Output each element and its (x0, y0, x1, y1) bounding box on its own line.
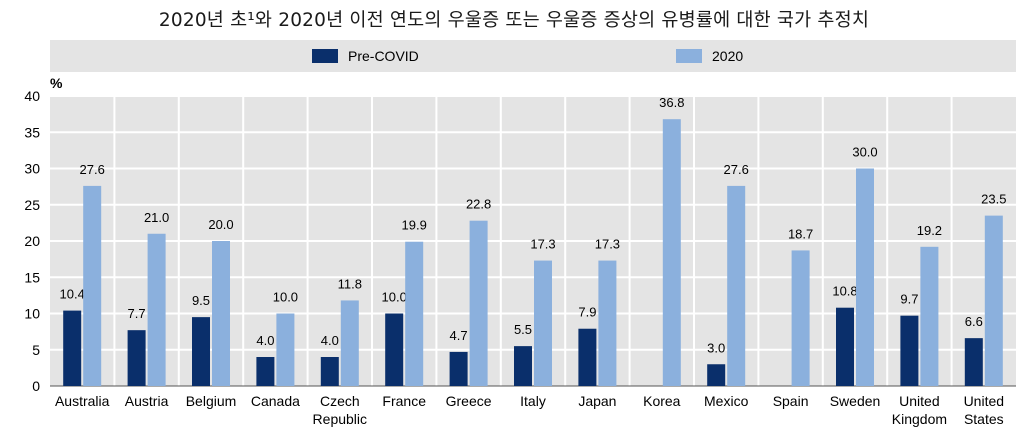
y-tick-label: 0 (32, 378, 40, 394)
bar-2020 (662, 119, 681, 386)
x-tick-label: Kingdom (892, 411, 947, 427)
bar-2020 (856, 168, 874, 386)
x-tick-label: Belgium (186, 393, 237, 409)
x-tick-label: Greece (446, 393, 492, 409)
data-label-2020: 30.0 (852, 145, 877, 160)
data-label-2020: 22.8 (466, 197, 491, 212)
legend-band (50, 40, 1016, 72)
x-tick-label: Australia (55, 393, 110, 409)
x-tick-label: Republic (313, 411, 367, 427)
y-tick-label: 20 (24, 233, 40, 249)
x-tick-label: Czech (320, 393, 360, 409)
bar-2020 (984, 215, 1003, 386)
y-tick-label: 10 (24, 306, 40, 322)
data-label-pre-covid: 6.6 (965, 314, 983, 329)
data-label-2020: 19.9 (402, 218, 427, 233)
bar-2020 (405, 241, 424, 386)
bar-2020 (469, 220, 488, 386)
x-tick-label: States (964, 411, 1004, 427)
bar-2020 (920, 246, 939, 386)
data-label-2020: 17.3 (595, 237, 620, 252)
data-label-pre-covid: 5.5 (514, 322, 532, 337)
bar-pre-covid (514, 346, 532, 386)
data-label-pre-covid: 4.0 (256, 333, 274, 348)
legend-label-pre-covid: Pre-COVID (348, 48, 419, 64)
data-label-2020: 36.8 (659, 95, 684, 110)
data-label-2020: 27.6 (724, 162, 749, 177)
data-label-2020: 17.3 (530, 237, 555, 252)
y-tick-label: 40 (24, 88, 40, 104)
data-label-2020: 27.6 (80, 162, 105, 177)
bar-pre-covid (127, 330, 146, 386)
data-label-2020: 18.7 (788, 226, 813, 241)
bar-2020 (598, 260, 617, 386)
bar-2020 (791, 250, 810, 386)
bar-2020 (212, 241, 230, 386)
x-tick-label: France (382, 393, 426, 409)
data-label-2020: 21.0 (144, 210, 169, 225)
y-tick-label: 5 (32, 342, 40, 358)
x-tick-label: Sweden (830, 393, 881, 409)
x-tick-label: Canada (251, 393, 300, 409)
bar-pre-covid (707, 364, 726, 386)
x-tick-label: United (964, 393, 1004, 409)
bar-pre-covid (900, 315, 919, 386)
y-tick-label: 15 (24, 269, 40, 285)
x-tick-label: Korea (643, 393, 681, 409)
bar-pre-covid (578, 328, 597, 386)
data-label-2020: 10.0 (273, 290, 298, 305)
bar-2020 (276, 313, 295, 386)
x-tick-label: United (899, 393, 939, 409)
bar-2020 (340, 300, 359, 386)
bar-2020 (83, 185, 102, 386)
data-label-pre-covid: 10.8 (832, 284, 857, 299)
bar-pre-covid (320, 357, 339, 386)
data-label-pre-covid: 9.7 (900, 292, 918, 307)
data-label-2020: 19.2 (917, 223, 942, 238)
x-tick-label: Spain (773, 393, 809, 409)
bar-pre-covid (385, 313, 404, 386)
data-label-2020: 11.8 (338, 276, 362, 291)
bar-pre-covid (63, 310, 82, 386)
x-tick-label: Austria (125, 393, 169, 409)
data-label-pre-covid: 4.7 (450, 328, 468, 343)
chart-title: 2020년 초¹와 2020년 이전 연도의 우울증 또는 우울증 증상의 유병… (158, 10, 870, 31)
bar-2020 (534, 260, 552, 386)
x-tick-label: Mexico (704, 393, 749, 409)
y-axis-unit-label: % (50, 75, 63, 91)
data-label-2020: 20.0 (208, 217, 233, 232)
legend-label-2020: 2020 (712, 48, 743, 64)
bar-2020 (147, 233, 166, 386)
data-label-pre-covid: 7.9 (578, 305, 596, 320)
bar-pre-covid (964, 338, 983, 386)
x-tick-label: Italy (520, 393, 546, 409)
y-tick-label: 30 (24, 161, 40, 177)
data-label-pre-covid: 3.0 (707, 340, 725, 355)
y-tick-label: 35 (24, 124, 40, 140)
bar-pre-covid (256, 357, 275, 386)
y-tick-label: 25 (24, 197, 40, 213)
data-label-pre-covid: 9.5 (192, 293, 210, 308)
data-label-pre-covid: 10.0 (382, 290, 407, 305)
data-label-pre-covid: 7.7 (128, 306, 146, 321)
bar-pre-covid (449, 351, 468, 386)
bar-pre-covid (192, 317, 210, 386)
data-label-pre-covid: 10.4 (60, 287, 85, 302)
bar-2020 (727, 185, 746, 386)
data-label-pre-covid: 4.0 (321, 333, 339, 348)
legend-swatch-2020 (676, 49, 702, 63)
x-tick-label: Japan (578, 393, 616, 409)
legend-swatch-pre-covid (312, 49, 338, 63)
bar-pre-covid (836, 307, 854, 386)
data-label-2020: 23.5 (981, 192, 1006, 207)
